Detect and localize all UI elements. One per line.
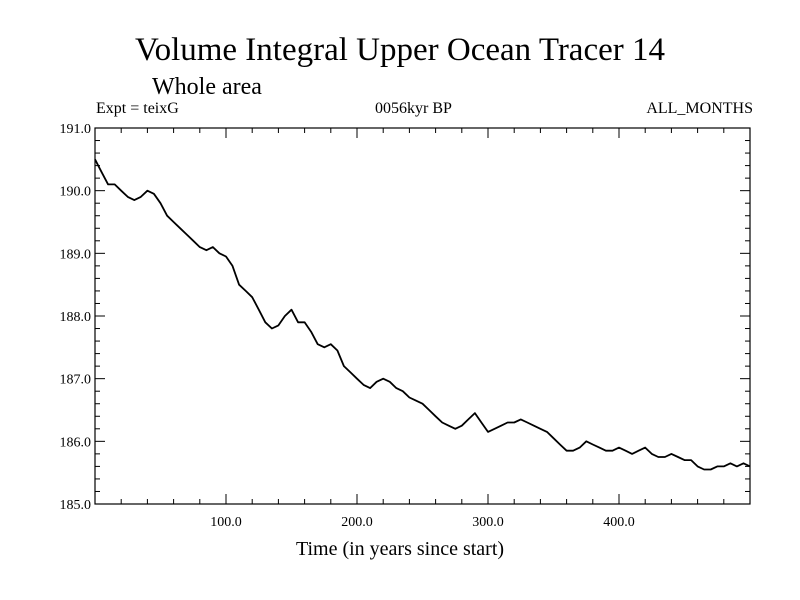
x-axis-label: Time (in years since start): [295, 538, 505, 560]
x-tick-label: 300.0: [472, 515, 504, 530]
months-label: ALL_MONTHS: [646, 100, 753, 117]
experiment-label: Expt = teixG: [96, 100, 179, 117]
y-tick-label: 190.0: [60, 185, 92, 200]
plot-frame: [94, 127, 751, 505]
chart-subtitle: Whole area: [152, 74, 262, 100]
x-tick-label: 200.0: [341, 515, 373, 530]
series-line: [94, 158, 751, 471]
y-tick-label: 187.0: [60, 373, 92, 388]
tick-label-layer: 100.0 200.0 300.0 400.0 185.0 186.0 187.0 188.0…: [60, 122, 635, 530]
period-label: 0056kyr BP: [375, 100, 452, 117]
y-tick-label: 188.0: [60, 310, 92, 325]
y-tick-label: 186.0: [60, 435, 92, 450]
tick-layer: [95, 127, 750, 505]
series-layer: [94, 158, 751, 471]
x-tick-label: 100.0: [210, 515, 242, 530]
y-tick-label: 189.0: [60, 247, 92, 262]
y-tick-label: 191.0: [60, 122, 92, 137]
x-tick-label: 400.0: [603, 515, 635, 530]
y-tick-label: 185.0: [60, 498, 92, 513]
chart-title: Volume Integral Upper Ocean Tracer 14: [135, 32, 665, 68]
